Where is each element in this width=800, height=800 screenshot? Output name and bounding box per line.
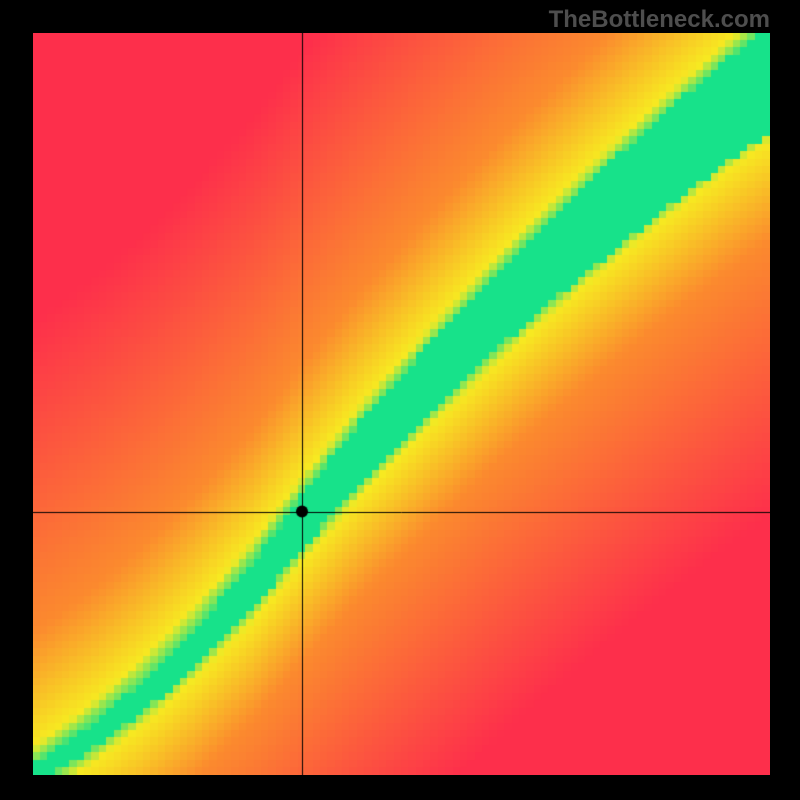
watermark-text: TheBottleneck.com (549, 6, 770, 34)
heatmap-plot (33, 33, 770, 775)
